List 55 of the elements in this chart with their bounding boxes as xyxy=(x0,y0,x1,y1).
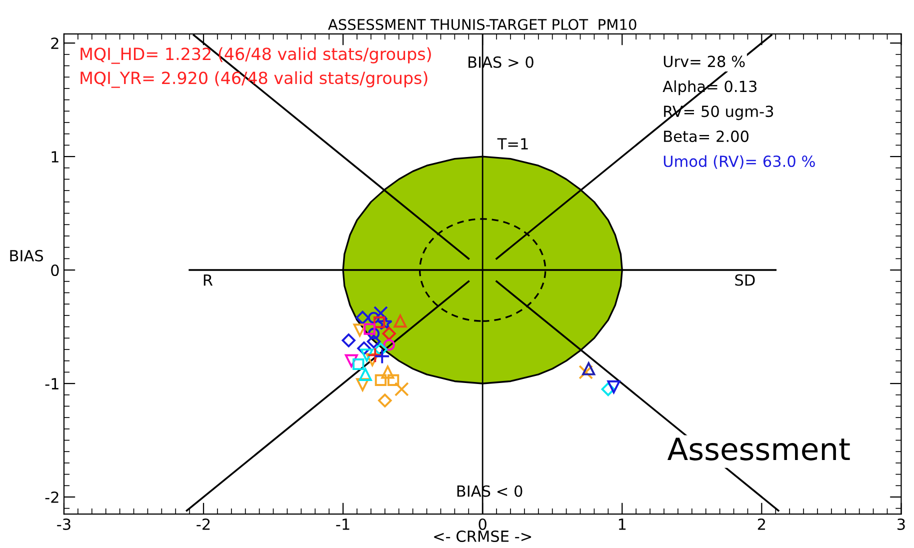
x-tick-label: 1 xyxy=(618,518,626,530)
point xyxy=(377,315,392,330)
x-tick-label: -3 xyxy=(57,518,70,530)
point xyxy=(381,366,394,379)
y-tick-label: -1 xyxy=(45,378,58,390)
point xyxy=(383,339,395,351)
point xyxy=(378,394,392,408)
x-tick-label: 2 xyxy=(758,518,765,530)
point xyxy=(387,374,400,386)
point xyxy=(582,362,596,376)
point xyxy=(356,378,370,392)
point xyxy=(607,380,620,394)
point xyxy=(394,382,409,396)
x-tick-label: -2 xyxy=(196,518,210,530)
point xyxy=(342,334,356,348)
annotation: T=1 xyxy=(497,138,528,150)
point xyxy=(344,354,358,368)
point xyxy=(601,382,616,396)
annotation: R xyxy=(204,274,213,286)
point xyxy=(578,364,594,380)
point xyxy=(357,341,371,356)
point xyxy=(366,334,381,348)
annotation: Assessment xyxy=(667,438,850,460)
point xyxy=(367,347,384,364)
annotation: SD xyxy=(735,274,755,286)
y-tick-label: -2 xyxy=(45,491,58,503)
y-tick-label: 1 xyxy=(52,151,58,162)
x-tick-label: 3 xyxy=(898,518,905,530)
y-tick-label: 0 xyxy=(51,264,59,276)
annotation: MQI_HD= 1.232 (46/48 valid stats/groups) xyxy=(80,47,431,64)
point xyxy=(374,316,386,328)
point xyxy=(374,306,388,320)
annotation: Umod (RV)= 63.0 % xyxy=(664,155,815,169)
point xyxy=(382,326,396,340)
x-tick-label: 0 xyxy=(478,518,486,530)
point xyxy=(374,348,390,364)
point xyxy=(368,328,380,340)
chart-title: ASSESSMENT THUNIS-TARGET PLOT PM10 xyxy=(328,18,636,30)
point xyxy=(353,324,366,337)
point xyxy=(374,342,388,356)
annotation: Beta= 2.00 xyxy=(664,130,748,142)
y-tick-label: 2 xyxy=(51,38,58,49)
point xyxy=(368,312,380,324)
point xyxy=(358,368,372,381)
point xyxy=(374,374,387,386)
point xyxy=(356,310,370,325)
point xyxy=(394,314,407,328)
point xyxy=(366,353,379,366)
point xyxy=(360,348,374,362)
x-axis-title: <- CRMSE -> xyxy=(434,530,532,542)
annotation: Urv= 28 % xyxy=(664,56,745,68)
x-tick-label: -1 xyxy=(336,518,350,530)
point xyxy=(352,358,364,370)
y-axis-title: BIAS xyxy=(10,250,44,262)
point xyxy=(364,323,376,335)
